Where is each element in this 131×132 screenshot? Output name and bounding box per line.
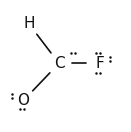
Text: H: H	[23, 16, 35, 31]
Text: O: O	[18, 93, 30, 108]
Text: F: F	[95, 56, 104, 71]
Text: C: C	[54, 56, 64, 71]
